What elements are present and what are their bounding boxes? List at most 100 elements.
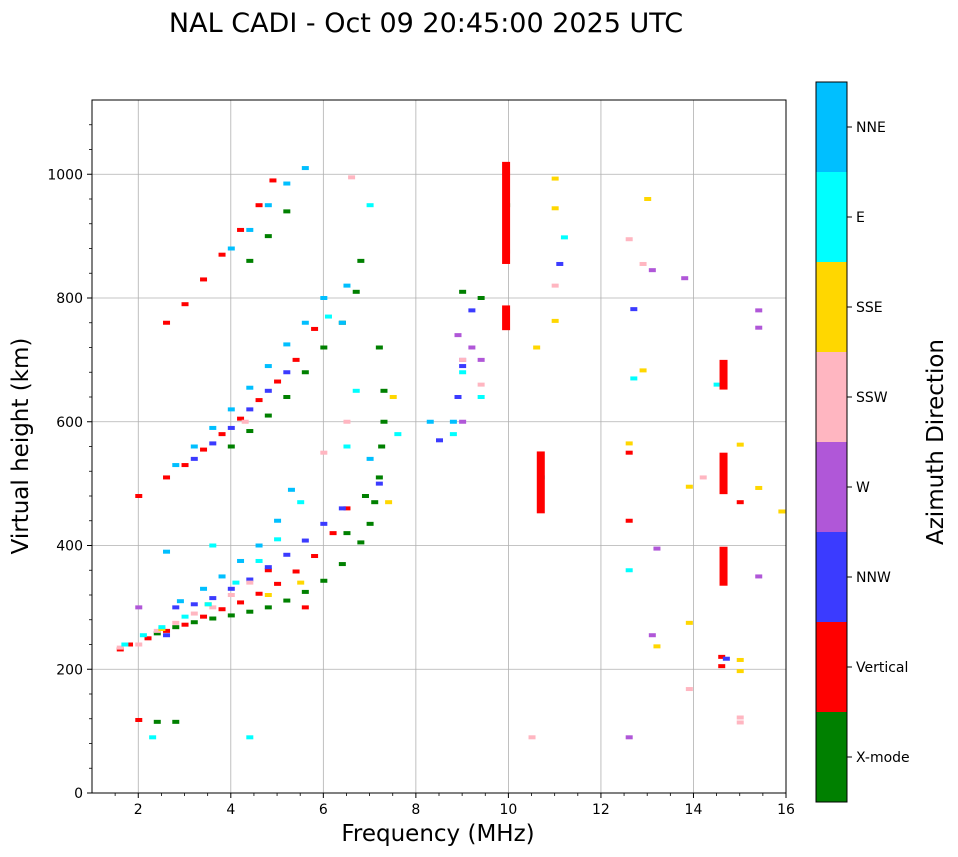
colorbar-swatch [816,82,847,172]
data-point-vertical [255,398,263,403]
data-point-vertical [625,518,633,523]
data-point-w [135,605,143,610]
data-point-sse [297,580,305,585]
colorbar-swatch [816,622,847,712]
data-point-nne [283,342,291,347]
data-point-ssw [736,715,744,720]
data-point-nne [237,558,245,563]
data-point-vertical [135,494,143,498]
data-point-nnw [190,602,198,607]
data-point-x-mode [301,589,309,594]
data-point-vertical [311,326,319,331]
data-point-x-mode [371,500,379,505]
data-point-sse [389,395,397,399]
data-point-ssw [241,419,249,424]
data-point-x-mode [380,419,388,424]
data-point-vertical [181,302,189,307]
colorbar-tick-label: NNW [856,570,891,586]
data-point-nnw [630,307,638,312]
y-axis-ticks: 0 200 400 600 800 1000 [47,124,92,802]
data-point-w [625,735,633,740]
data-point-nne [246,385,254,390]
data-point-sse [685,484,693,489]
x-tick-label: 12 [592,802,610,818]
data-point-nnw [375,481,383,486]
data-point-ssw [528,735,536,740]
data-point-nne [283,181,291,186]
y-tick-label: 600 [56,415,83,431]
data-point-vertical [218,432,226,437]
data-point-e [246,735,254,740]
data-point-nnw [264,388,272,393]
data-point-ssw [477,382,485,387]
data-point-nnw [454,395,462,399]
data-point-ssw [246,580,254,585]
data-point-e [139,633,147,638]
data-point-nnw [190,456,198,461]
data-point-w [648,633,656,638]
data-point-vertical [181,622,189,627]
data-point-x-mode [338,562,346,567]
data-point-nne [264,364,272,369]
colorbar: X-mode Vertical NNW W SSW SSE E NNE [815,81,910,803]
data-point-vertical [292,357,300,362]
data-point-nne [287,487,295,492]
data-bar-vertical [502,305,511,331]
data-bar-vertical [536,451,545,514]
data-point-ssw [227,593,235,597]
x-tick-label: 2 [134,802,143,818]
data-point-e [625,568,633,573]
data-point-nnw [283,370,291,375]
data-point-ssw [639,261,647,266]
data-point-ssw [699,475,707,480]
data-point-vertical [625,450,633,455]
data-bar-vertical [502,161,511,264]
data-point-vertical [237,600,245,605]
x-axis-ticks: 2 4 6 8 10 12 14 16 [114,793,795,818]
data-point-x-mode [283,209,291,214]
data-point-vertical [736,500,744,505]
data-point-x-mode [246,258,254,263]
data-point-nnw [209,596,217,601]
colorbar-tick-label: SSW [856,390,888,406]
data-point-x-mode [361,494,369,498]
y-tick-label: 800 [56,291,83,307]
data-point-e [232,580,240,585]
data-point-ssw [625,237,633,242]
data-point-vertical [255,203,263,208]
data-points [116,161,786,740]
data-point-vertical [200,277,208,282]
data-point-w [648,268,656,273]
data-point-nne [449,419,457,424]
data-point-w [755,574,763,579]
colorbar-swatch [816,712,847,802]
data-point-sse [653,644,661,649]
data-point-x-mode [301,370,309,375]
data-point-ssw [320,450,328,455]
data-point-nne [301,320,309,325]
data-point-nne [255,543,263,548]
data-point-w [468,345,476,350]
data-point-w [459,419,467,424]
data-point-vertical [218,252,226,257]
colorbar-swatch [816,442,847,532]
data-point-x-mode [375,475,383,480]
data-point-vertical [264,568,272,573]
data-point-e [121,642,129,647]
data-point-ssw [172,620,180,625]
data-point-nnw [227,586,235,591]
data-point-nne [227,407,235,412]
data-point-e [459,370,467,375]
data-point-x-mode [153,631,161,636]
data-point-ssw [348,175,356,180]
data-point-sse [385,500,393,505]
data-point-e [181,614,189,619]
data-point-vertical [163,628,171,633]
data-point-e [209,543,217,548]
data-point-w [454,333,462,338]
colorbar-tick-label: X-mode [856,750,910,766]
data-point-e [366,203,374,208]
data-point-x-mode [283,598,291,603]
chart-title: NAL CADI - Oct 09 20:45:00 2025 UTC [169,8,683,39]
data-point-x-mode [283,395,291,399]
